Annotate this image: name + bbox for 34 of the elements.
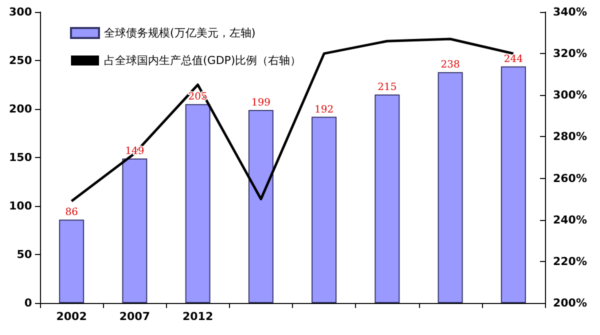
y2-tick-label: 340% <box>553 6 587 18</box>
data-label: 199 <box>251 97 270 108</box>
y2-tick-label: 220% <box>553 254 587 268</box>
y-tick-label: 300 <box>9 6 32 18</box>
data-label: 86 <box>65 207 78 218</box>
data-label: 192 <box>314 104 334 116</box>
y2-tick-label: 200% <box>553 296 587 310</box>
bar <box>312 116 337 303</box>
y2-tick-label: 320% <box>553 47 587 60</box>
bar <box>500 66 526 303</box>
data-label: 244 <box>504 54 523 65</box>
bar <box>59 220 84 303</box>
legend-label: 占全球国内生产总值(GDP)比例（右轴） <box>104 54 302 67</box>
y2-tick-label: 260% <box>553 172 587 185</box>
bar <box>374 94 400 303</box>
y2-tick-label: 280% <box>553 130 587 144</box>
y2-tick-label: 300% <box>553 88 587 102</box>
y-tick-label: 150 <box>9 151 32 164</box>
y2-tick-label: 240% <box>553 213 587 226</box>
bar <box>438 72 463 303</box>
bar <box>185 104 210 303</box>
y-tick-label: 0 <box>24 296 32 310</box>
legend-label: 全球债务规模(万亿美元，左轴) <box>104 26 256 40</box>
y-tick-label: 250 <box>9 54 32 67</box>
bar <box>122 158 148 303</box>
x-tick-label: 2007 <box>119 310 150 323</box>
y-tick-label: 50 <box>16 248 32 261</box>
y-tick-label: 100 <box>9 200 32 212</box>
data-label: 238 <box>440 60 460 71</box>
data-label: 215 <box>378 82 397 93</box>
bar <box>248 110 274 303</box>
x-tick-label: 2002 <box>56 310 87 323</box>
x-tick-label: 2012 <box>182 310 214 323</box>
y-tick-label: 200 <box>9 102 32 116</box>
